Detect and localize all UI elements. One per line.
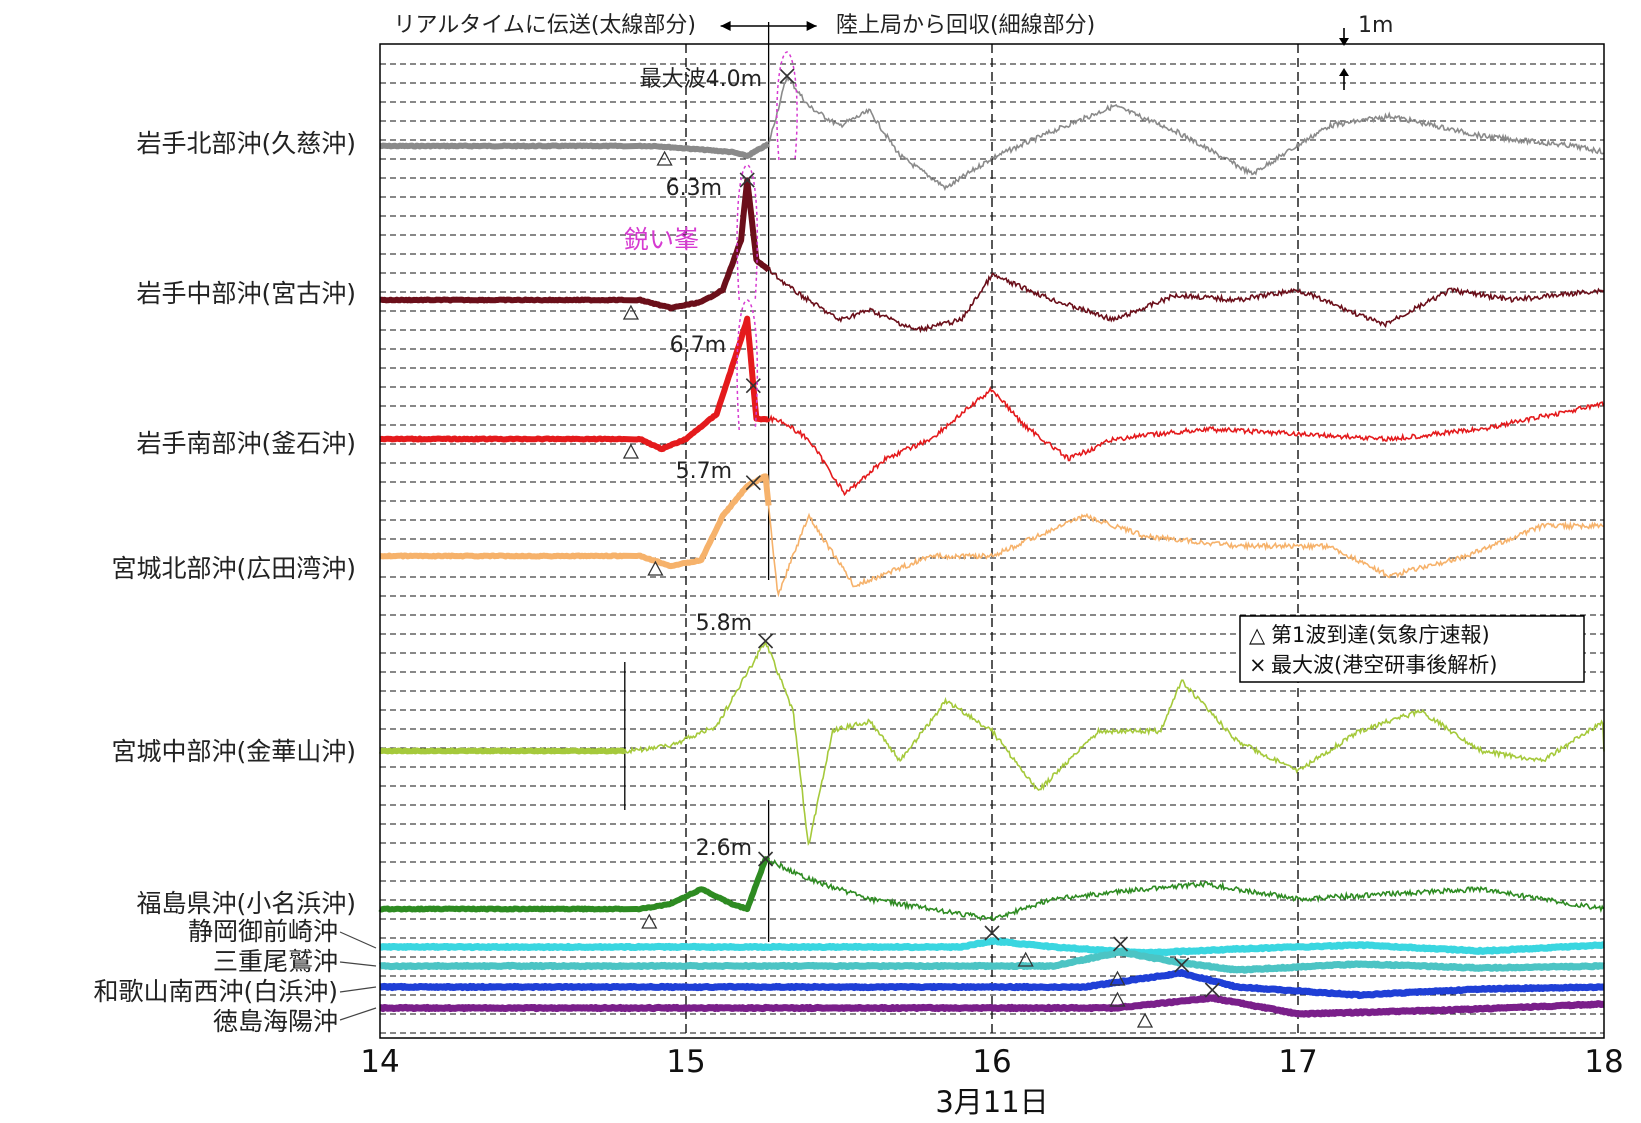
sharp-peak-outline (736, 299, 759, 431)
max-wave-marker (1174, 957, 1190, 973)
series-realtime-trace (378, 948, 1606, 974)
label-leader-lines (339, 931, 377, 1021)
max-wave-marker (745, 378, 761, 394)
legend-label-max: 最大波(港空研事後解析) (1271, 653, 1497, 677)
x-tick-label-15: 15 (666, 1044, 705, 1080)
x-tick-label-14: 14 (360, 1044, 399, 1080)
plot-frame (379, 43, 1605, 1039)
first-arrival-marker (1017, 951, 1034, 967)
max-wave-marker (757, 851, 774, 867)
station-label-kinkasan: 宮城中部沖(金華山沖) (111, 737, 356, 766)
gridlines (380, 44, 1604, 1038)
station-labels: 岩手北部沖(久慈沖) 岩手中部沖(宮古沖) 岩手南部沖(釜石沖) 宮城北部沖(広… (93, 129, 356, 1036)
transfer-arrow-right-head (806, 21, 817, 31)
station-label-miyako: 岩手中部沖(宮古沖) (136, 279, 356, 308)
series-realtime-trace (378, 177, 771, 312)
station-label-kamaishi: 岩手南部沖(釜石沖) (136, 429, 356, 458)
recovered-annotation: 陸上局から回収(細線部分) (836, 13, 1095, 38)
station-label-onahama: 福島県沖(小名浜沖) (136, 889, 356, 918)
max-wave-marker (745, 475, 761, 491)
first-arrival-marker (641, 913, 658, 929)
max-label-miyako: 6.3m (666, 176, 722, 201)
x-tick-label-18: 18 (1584, 1044, 1623, 1080)
leader-line-owase (339, 961, 377, 967)
legend: △ 第1波到達(気象庁速報) × 最大波(港空研事後解析) (1239, 615, 1585, 683)
station-label-shirahama: 和歌山南西沖(白浜沖) (93, 977, 338, 1006)
max-label-kinkasan: 5.8m (696, 611, 752, 636)
series-realtime-trace (378, 315, 771, 453)
transfer-arrow (720, 21, 817, 31)
max-wave-marker (1204, 982, 1220, 998)
series-realtime-trace (378, 856, 771, 913)
legend-marker-max: × (1249, 653, 1267, 677)
series-recovered-trace (768, 386, 1605, 497)
max-label-onahama: 2.6m (696, 836, 752, 861)
series-recovered-trace (624, 640, 1605, 846)
station-label-hirota: 宮城北部沖(広田湾沖) (111, 554, 356, 583)
leader-line-omaezaki (339, 931, 377, 949)
max-wave-labels: 最大波4.0m 6.3m 6.7m 5.7m 5.8m 2.6m (640, 67, 762, 861)
scale-bar: 1m (1339, 13, 1393, 90)
sharp-peak-annotation: 鋭い峯 (624, 225, 699, 254)
first-arrival-marker (656, 150, 673, 166)
station-label-kuji: 岩手北部沖(久慈沖) (136, 129, 356, 158)
max-label-kamaishi: 6.7m (670, 333, 726, 358)
markers (622, 51, 1220, 1028)
max-wave-marker (984, 925, 1000, 941)
legend-box (1239, 615, 1585, 683)
station-label-kaiyo: 徳島海陽沖 (213, 1007, 338, 1036)
series-recovered-trace (767, 858, 1605, 922)
sharp-peak-outline (776, 51, 798, 161)
series-realtime-trace (378, 937, 1606, 957)
first-arrival-marker (1109, 970, 1126, 986)
leader-line-kaiyo (339, 1007, 377, 1021)
series-recovered-trace (767, 73, 1604, 192)
transfer-arrow-left-head (720, 21, 731, 31)
wave-traces (378, 22, 1606, 1018)
station-label-omaezaki: 静岡御前崎沖 (188, 917, 338, 946)
first-arrival-marker (1109, 991, 1126, 1007)
series-realtime-trace (378, 994, 1606, 1018)
series-realtime-trace (378, 969, 1606, 1000)
first-arrival-marker (1136, 1012, 1154, 1028)
leader-line-shirahama (339, 986, 377, 993)
max-label-kuji: 最大波4.0m (640, 67, 762, 92)
max-wave-marker (1112, 936, 1129, 952)
series-recovered-trace (768, 267, 1605, 334)
legend-label-arrival: 第1波到達(気象庁速報) (1271, 623, 1490, 647)
station-label-owase: 三重尾鷲沖 (213, 947, 338, 976)
series-recovered-trace (767, 505, 1604, 598)
max-label-hirota: 5.7m (676, 459, 732, 484)
x-tick-label-17: 17 (1278, 1044, 1317, 1080)
max-wave-marker (779, 68, 795, 84)
first-arrival-marker (647, 560, 664, 576)
legend-marker-arrival: △ (1249, 623, 1266, 647)
x-tick-label-16: 16 (972, 1044, 1011, 1080)
first-arrival-marker (622, 304, 640, 320)
max-wave-marker (757, 633, 774, 649)
x-axis: 14 15 16 17 18 3月11日 (360, 1044, 1623, 1119)
realtime-annotation: リアルタイムに伝送(太線部分) (393, 13, 696, 38)
max-wave-marker (739, 172, 755, 188)
scale-bar-label: 1m (1358, 13, 1393, 38)
series-realtime-trace (378, 141, 771, 159)
x-axis-title: 3月11日 (935, 1085, 1048, 1119)
series-realtime-trace (378, 747, 627, 755)
series-realtime-trace (378, 473, 772, 570)
first-arrival-marker (622, 443, 640, 459)
